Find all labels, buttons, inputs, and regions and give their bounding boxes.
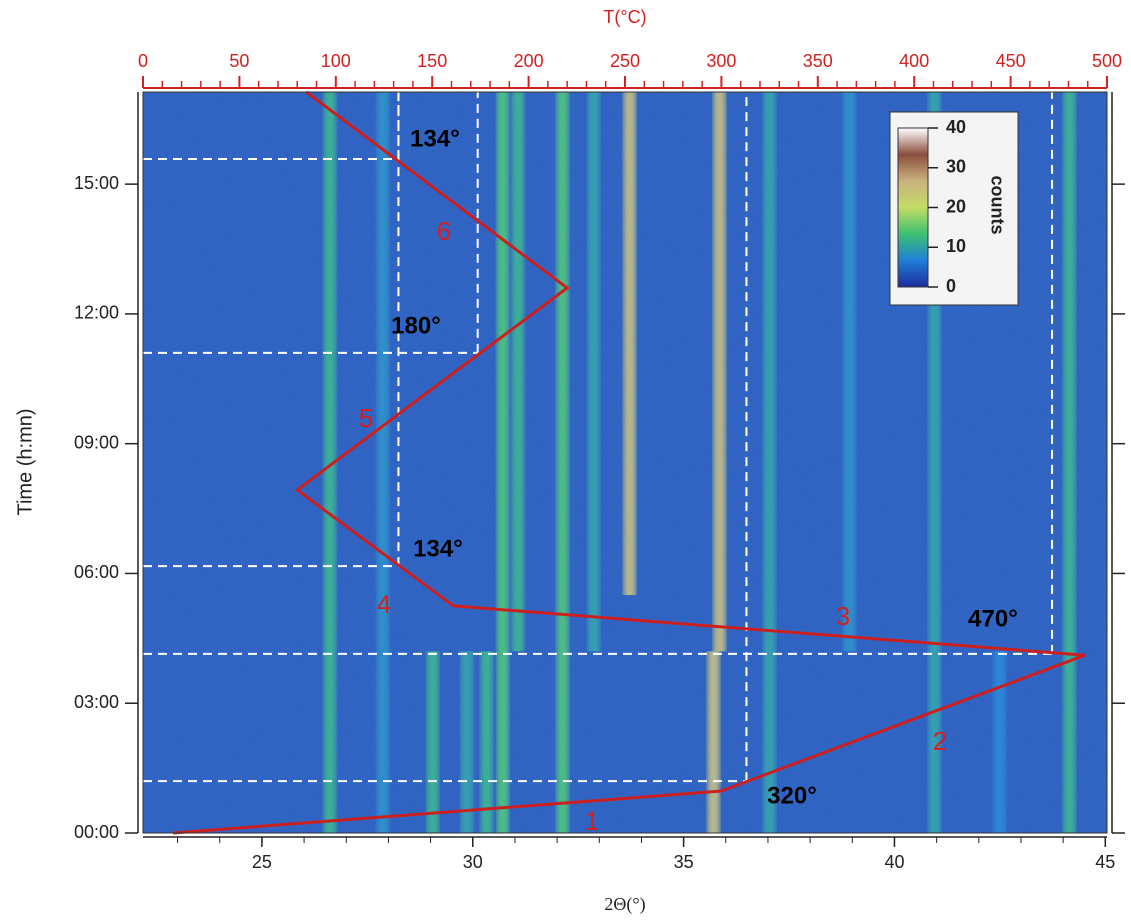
y-axis-title: Time (h:mn)	[14, 408, 36, 515]
colorbar-tick-label: 40	[946, 117, 966, 137]
x2-tick-label: 500	[1092, 51, 1122, 71]
x-axis-title: 2Θ(°)	[604, 894, 645, 915]
y-tick-label: 09:00	[74, 432, 119, 452]
colorbar-tick-label: 20	[946, 196, 966, 216]
y-tick-label: 00:00	[74, 822, 119, 842]
annotation: 134°	[413, 535, 463, 562]
annotation: 470°	[968, 605, 1018, 632]
segment-label: 1	[585, 806, 599, 836]
x2-axis-title: T(°C)	[603, 7, 646, 27]
annotation: 320°	[767, 782, 817, 809]
plot-frame	[142, 91, 1108, 834]
segment-label: 2	[933, 726, 947, 756]
colorbar-gradient	[897, 127, 929, 288]
colorbar-tick-label: 0	[946, 276, 956, 296]
segment-label: 4	[377, 589, 391, 619]
x2-tick-label: 0	[138, 51, 148, 71]
x2-tick-label: 450	[996, 51, 1026, 71]
segment-label: 3	[836, 601, 850, 631]
x2-tick-label: 50	[229, 51, 249, 71]
annotation: 180°	[391, 312, 441, 339]
x2-tick-label: 300	[706, 51, 736, 71]
annotation: 134°	[410, 125, 460, 152]
x-tick-label: 45	[1095, 852, 1115, 872]
x2-tick-label: 200	[514, 51, 544, 71]
y-tick-label: 12:00	[74, 303, 119, 323]
y-tick-label: 06:00	[74, 562, 119, 582]
y-tick-label: 03:00	[74, 692, 119, 712]
colorbar-label: counts	[987, 175, 1007, 234]
x2-tick-label: 100	[321, 51, 351, 71]
x2-tick-label: 250	[610, 51, 640, 71]
x2-tick-label: 400	[899, 51, 929, 71]
x-tick-label: 25	[252, 852, 272, 872]
x-tick-label: 35	[674, 852, 694, 872]
y-tick-label: 15:00	[74, 173, 119, 193]
x-tick-label: 40	[884, 852, 904, 872]
x2-tick-label: 150	[417, 51, 447, 71]
segment-label: 5	[359, 403, 373, 433]
colorbar-tick-label: 30	[946, 157, 966, 177]
x-tick-label: 30	[463, 852, 483, 872]
segment-label: 6	[437, 216, 451, 246]
x2-tick-label: 350	[803, 51, 833, 71]
temperature-profile	[172, 90, 1086, 835]
colorbar-tick-label: 10	[946, 236, 966, 256]
